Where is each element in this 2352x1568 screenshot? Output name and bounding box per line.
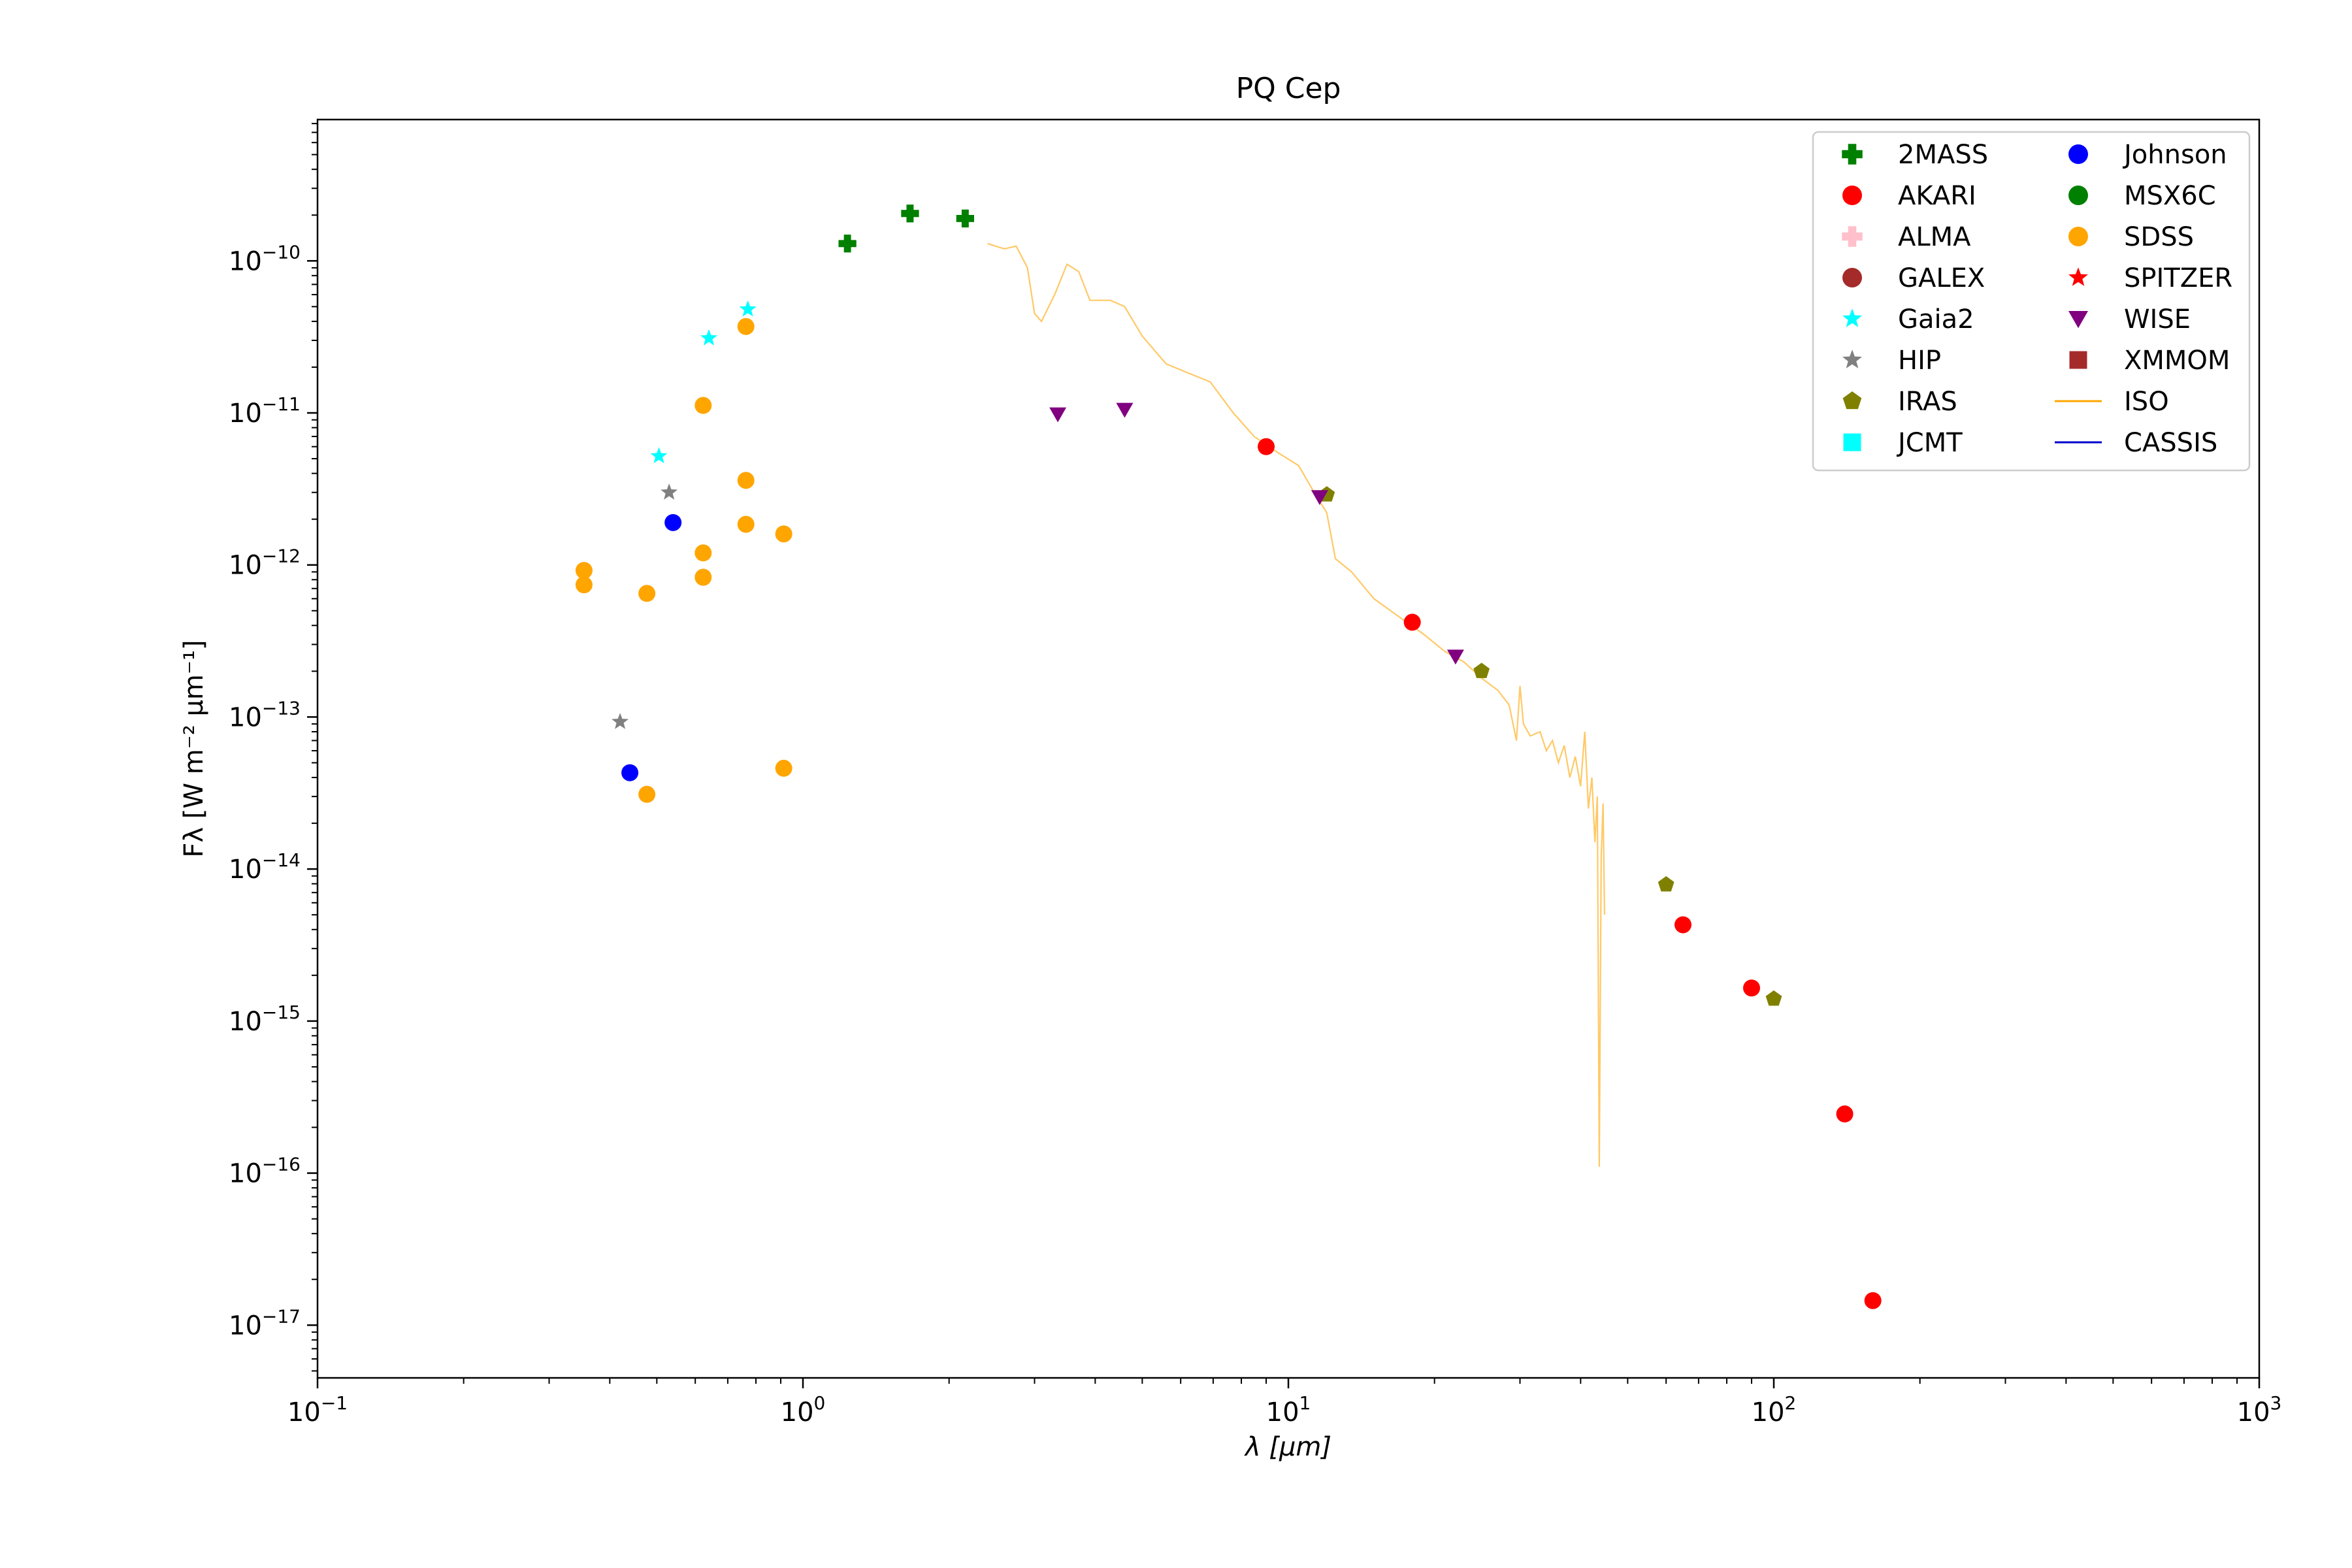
legend-label-johnson: Johnson — [2122, 140, 2227, 170]
2mass-point — [838, 235, 857, 253]
sdss-point — [694, 397, 712, 414]
spectrum-layer — [987, 242, 1605, 1167]
legend-box — [1812, 131, 2251, 472]
sdss-point — [638, 785, 656, 803]
johnson-point — [664, 514, 682, 531]
hip-point — [612, 713, 629, 729]
hip-point — [661, 483, 678, 500]
iras-point — [1473, 662, 1490, 678]
iras-point — [1658, 876, 1674, 892]
legend-label-2mass: 2MASS — [1898, 140, 1988, 170]
legend-marker-gaia2 — [1842, 308, 1862, 327]
y-tick-label: 10−14 — [229, 849, 301, 885]
data-points-layer — [575, 204, 1882, 1309]
sdss-point — [737, 515, 755, 533]
sdss-point — [737, 472, 755, 489]
legend-marker-akari — [1842, 186, 1862, 205]
akari-point — [1743, 979, 1761, 997]
y-tick-label: 10−16 — [229, 1154, 301, 1189]
sdss-point — [775, 759, 792, 777]
gaia2-point — [700, 329, 717, 346]
legend-marker-sdss — [2068, 227, 2088, 246]
legend-label-iso: ISO — [2124, 387, 2169, 417]
x-axis: 10−1 100 101 102 103 — [287, 1378, 2281, 1428]
y-tick-label: 10−13 — [229, 697, 301, 732]
sdss-point — [694, 544, 712, 562]
legend-marker-johnson — [2068, 144, 2088, 164]
legend-label-iras: IRAS — [1898, 387, 1957, 417]
legend-label-xmmom: XMMOM — [2124, 346, 2230, 376]
wise-point — [1049, 407, 1067, 423]
sdss-point — [638, 585, 656, 602]
wise-point — [1311, 490, 1328, 506]
legend-marker-2mass — [1842, 144, 1863, 165]
legend-marker-msx6c — [2068, 186, 2088, 205]
legend-label-akari: AKARI — [1898, 181, 1976, 211]
x-axis-label: λ [μm] — [1244, 1432, 1331, 1462]
legend-marker-xmmom — [2069, 351, 2087, 369]
y-tick-label: 10−12 — [229, 546, 301, 581]
sdss-point — [775, 525, 792, 543]
legend-marker-spitzer — [2068, 267, 2088, 286]
y-tick-label: 10−15 — [229, 1002, 301, 1037]
y-tick-label: 10−11 — [229, 393, 301, 429]
akari-point — [1258, 438, 1275, 455]
legend-marker-alma — [1842, 226, 1863, 247]
y-tick-label: 10−10 — [229, 241, 301, 276]
2mass-point — [901, 204, 919, 223]
gaia2-point — [650, 447, 668, 464]
gaia2-point — [739, 300, 757, 317]
legend-label-wise: WISE — [2124, 304, 2191, 335]
legend-label-spitzer: SPITZER — [2124, 263, 2232, 293]
chart-title: PQ Cep — [1236, 72, 1341, 105]
legend-label-msx6c: MSX6C — [2124, 181, 2216, 211]
legend-label-sdss: SDSS — [2124, 222, 2194, 252]
legend-label-cassis: CASSIS — [2124, 428, 2217, 458]
sdss-point — [575, 576, 593, 594]
sdss-point — [575, 562, 593, 580]
x-tick-label: 100 — [781, 1392, 826, 1428]
akari-point — [1864, 1292, 1882, 1309]
johnson-point — [621, 764, 639, 781]
legend-marker-galex — [1842, 268, 1862, 287]
sdss-point — [737, 318, 755, 335]
akari-point — [1836, 1105, 1854, 1123]
legend-label-jcmt: JCMT — [1896, 428, 1963, 458]
akari-point — [1674, 916, 1691, 934]
legend-label-alma: ALMA — [1898, 222, 1971, 252]
iso-spectrum-line — [987, 242, 1605, 1167]
x-tick-label: 10−1 — [287, 1392, 348, 1428]
legend-marker-jcmt — [1843, 433, 1861, 451]
legend: 2MASS AKARI ALMA GALEX Gaia2 HIP IRAS JCMT Johns… — [1812, 131, 2251, 472]
legend-marker-iras — [1842, 391, 1862, 410]
x-tick-label: 103 — [2237, 1392, 2282, 1428]
y-axis-label: Fλ [W m⁻² μm⁻¹] — [179, 640, 209, 857]
y-tick-label: 10−17 — [229, 1305, 301, 1341]
y-axis: 10−17 10−16 10−15 10−14 10−13 10−12 10−11 10−10 — [229, 123, 318, 1372]
iras-point — [1765, 990, 1782, 1006]
sdss-point — [694, 568, 712, 586]
legend-label-gaia2: Gaia2 — [1898, 304, 1974, 335]
legend-label-galex: GALEX — [1898, 263, 1985, 293]
legend-marker-hip — [1842, 350, 1862, 368]
wise-point — [1446, 649, 1464, 665]
wise-point — [1116, 402, 1134, 418]
akari-point — [1403, 613, 1421, 631]
legend-label-hip: HIP — [1898, 346, 1941, 376]
x-tick-label: 102 — [1752, 1392, 1797, 1428]
x-tick-label: 101 — [1266, 1392, 1311, 1428]
2mass-point — [956, 209, 974, 228]
legend-marker-wise — [2068, 311, 2088, 329]
